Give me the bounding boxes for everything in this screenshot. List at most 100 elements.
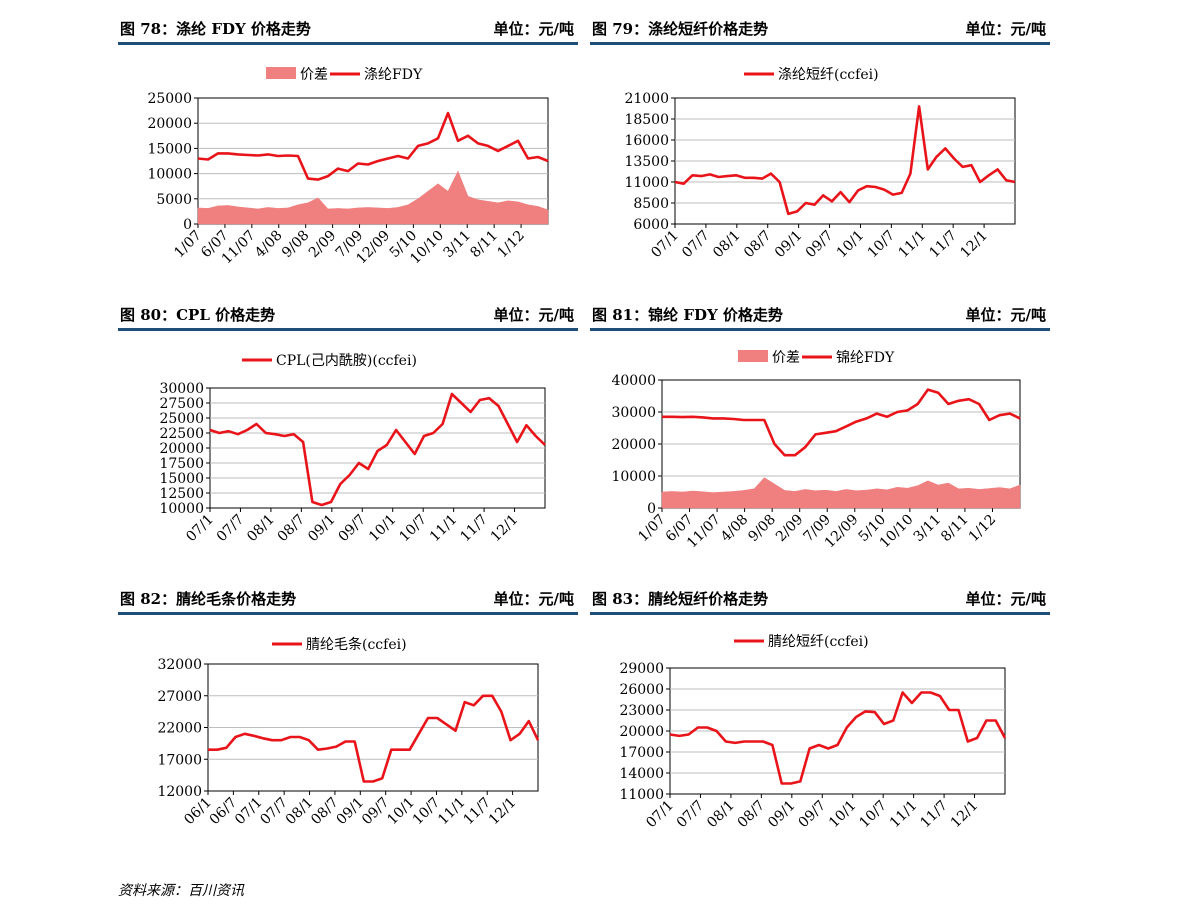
x-tick-label: 07/7 [674, 798, 708, 832]
y-tick-label: 15000 [159, 471, 204, 487]
chart-unit: 单位：元/吨 [493, 590, 574, 608]
x-tick-label: 07/7 [257, 795, 291, 829]
x-tick-label: 12/1 [486, 795, 520, 829]
x-tick-label: 11/1 [896, 228, 930, 262]
y-tick-label: 11000 [619, 787, 664, 803]
y-tick-label: 22000 [157, 721, 202, 737]
x-tick-label: 09/1 [765, 798, 799, 832]
y-tick-label: 0 [647, 501, 656, 517]
chart-fig81: 4000030000200001000001/076/0711/074/089/… [611, 349, 1021, 551]
x-tick-label: 06/7 [207, 795, 241, 829]
legend-label: 腈纶短纤(ccfei) [768, 634, 869, 650]
y-tick-label: 16000 [624, 133, 669, 149]
x-tick-label: 10/7 [396, 512, 430, 546]
x-tick-label: 1/07 [635, 512, 669, 546]
x-tick-label: 08/7 [741, 228, 775, 262]
series-line [209, 392, 546, 507]
legend-label: 腈纶毛条(ccfei) [306, 636, 407, 653]
y-tick-label: 30000 [611, 405, 656, 421]
x-tick-label: 08/7 [275, 512, 309, 546]
x-tick-label: 3/11 [441, 228, 475, 262]
x-tick-label: 1/12 [494, 228, 528, 262]
x-tick-label: 11/7 [917, 798, 951, 832]
y-tick-label: 12500 [159, 486, 204, 502]
chart-title: 图 82：腈纶毛条价格走势 [120, 590, 297, 608]
legend-label: 锦纶FDY [836, 349, 895, 366]
y-tick-label: 40000 [611, 373, 656, 389]
y-tick-label: 15000 [147, 141, 192, 157]
x-tick-label: 09/7 [803, 228, 837, 262]
y-tick-label: 25000 [147, 91, 192, 107]
x-tick-label: 08/7 [735, 798, 769, 832]
x-tick-label: 08/1 [704, 798, 738, 832]
y-tick-label: 14000 [619, 766, 664, 782]
x-tick-label: 10/1 [384, 795, 418, 829]
panel-header: 图 81：锦纶 FDY 价格走势 单位：元/吨 [590, 296, 1050, 331]
y-tick-label: 20000 [611, 437, 656, 453]
chart-fig78: 25000200001500010000500001/076/0711/074/… [147, 67, 549, 267]
y-tick-label: 26000 [619, 682, 664, 698]
x-tick-label: 3/11 [911, 512, 945, 546]
y-tick-label: 18500 [624, 112, 669, 128]
x-tick-label: 8/11 [467, 228, 501, 262]
x-tick-label: 09/7 [359, 795, 393, 829]
x-tick-label: 12/1 [488, 512, 522, 546]
chart-title: 图 79：涤纶短纤价格走势 [592, 20, 769, 38]
x-tick-label: 4/08 [718, 512, 752, 546]
y-tick-label: 6000 [633, 217, 669, 233]
x-tick-label: 11/1 [427, 512, 461, 546]
y-tick-label: 20000 [159, 441, 204, 457]
legend-swatch-area [266, 67, 296, 79]
y-tick-label: 17000 [619, 745, 664, 761]
panel-header: 图 80：CPL 价格走势 单位：元/吨 [118, 296, 578, 331]
chart-title: 图 78：涤纶 FDY 价格走势 [120, 20, 311, 38]
y-tick-label: 12000 [157, 784, 202, 800]
y-tick-label: 30000 [159, 381, 204, 397]
chart-unit: 单位：元/吨 [493, 306, 574, 324]
legend-label: 涤纶短纤(ccfei) [778, 67, 879, 83]
x-tick-label: 9/08 [745, 512, 779, 546]
x-tick-label: 12/1 [957, 228, 991, 262]
x-tick-label: 8/11 [938, 512, 972, 546]
y-tick-label: 17500 [159, 456, 204, 472]
x-tick-label: 07/7 [214, 512, 248, 546]
x-tick-label: 11/7 [926, 228, 960, 262]
chart-fig79: 21000185001600013500110008500600007/107/… [624, 67, 1016, 262]
x-tick-label: 10/7 [865, 228, 899, 262]
series-line [669, 691, 1007, 785]
legend-label: 涤纶FDY [364, 67, 423, 83]
y-tick-label: 11000 [624, 175, 669, 191]
x-tick-label: 08/7 [308, 795, 342, 829]
y-tick-label: 10000 [611, 469, 656, 485]
series-area-spread [661, 477, 1021, 509]
x-tick-label: 9/08 [279, 228, 313, 262]
y-tick-label: 10000 [147, 167, 192, 183]
x-tick-label: 2/09 [306, 228, 340, 262]
panel-header: 图 83：腈纶短纤价格走势 单位：元/吨 [590, 580, 1050, 615]
chart-unit: 单位：元/吨 [965, 306, 1046, 324]
y-tick-label: 22500 [159, 426, 204, 442]
x-tick-label: 07/1 [232, 795, 266, 829]
legend-swatch-area [738, 350, 768, 362]
legend-label: CPL(己内酰胺)(ccfei) [276, 353, 417, 369]
chart-fig80: 3000027500250002250020000175001500012500… [159, 353, 546, 546]
x-tick-label: 09/1 [334, 795, 368, 829]
y-tick-label: 10000 [159, 501, 204, 517]
series-area-spread [197, 170, 549, 225]
series-line [208, 694, 540, 783]
y-tick-label: 20000 [147, 116, 192, 132]
y-tick-label: 20000 [619, 724, 664, 740]
y-tick-label: 5000 [156, 192, 192, 208]
x-tick-label: 10/7 [856, 798, 890, 832]
chart-title: 图 81：锦纶 FDY 价格走势 [592, 306, 783, 324]
y-tick-label: 23000 [619, 703, 664, 719]
chart-unit: 单位：元/吨 [493, 20, 574, 38]
x-tick-label: 10/1 [834, 228, 868, 262]
chart-fig83: 2900026000230002000017000140001100007/10… [619, 634, 1007, 832]
chart-unit: 单位：元/吨 [965, 590, 1046, 608]
x-tick-label: 11/1 [435, 795, 469, 829]
y-tick-label: 21000 [624, 91, 669, 107]
y-tick-label: 27500 [159, 396, 204, 412]
x-tick-label: 2/09 [773, 512, 807, 546]
x-tick-label: 1/12 [966, 512, 1000, 546]
